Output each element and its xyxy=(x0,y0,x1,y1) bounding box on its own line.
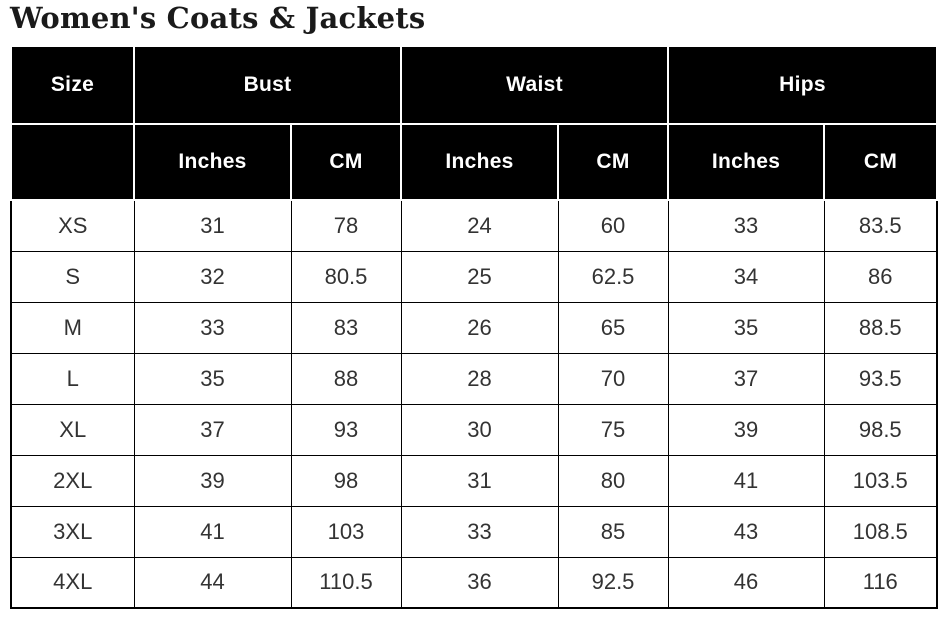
cell-hips-cm: 98.5 xyxy=(823,403,938,456)
subheader-waist-inches: Inches xyxy=(400,123,559,201)
cell-waist-inches: 24 xyxy=(400,199,559,252)
table-row: 2XL 39 98 31 80 41 103.5 xyxy=(10,454,938,507)
cell-waist-cm: 75 xyxy=(557,403,669,456)
header-group-hips: Hips xyxy=(667,45,939,125)
cell-waist-inches: 30 xyxy=(400,403,559,456)
cell-waist-cm: 92.5 xyxy=(557,556,669,609)
cell-bust-inches: 31 xyxy=(133,199,292,252)
cell-bust-cm: 110.5 xyxy=(290,556,402,609)
cell-bust-cm: 88 xyxy=(290,352,402,405)
size-chart-table: Size Bust Waist Hips Inches CM Inches CM… xyxy=(10,45,939,609)
cell-bust-inches: 32 xyxy=(133,250,292,303)
cell-bust-inches: 33 xyxy=(133,301,292,354)
cell-waist-inches: 28 xyxy=(400,352,559,405)
cell-size: S xyxy=(10,250,135,303)
header-units-row: Inches CM Inches CM Inches CM xyxy=(10,123,939,201)
table-row: 4XL 44 110.5 36 92.5 46 116 xyxy=(10,556,938,609)
table-row: S 32 80.5 25 62.5 34 86 xyxy=(10,250,938,303)
subheader-hips-cm: CM xyxy=(823,123,939,201)
cell-bust-cm: 103 xyxy=(290,505,402,558)
cell-hips-cm: 83.5 xyxy=(823,199,938,252)
table-row: M 33 83 26 65 35 88.5 xyxy=(10,301,938,354)
header-col-size: Size xyxy=(10,45,135,125)
cell-bust-inches: 41 xyxy=(133,505,292,558)
cell-bust-cm: 78 xyxy=(290,199,402,252)
cell-waist-cm: 70 xyxy=(557,352,669,405)
subheader-hips-inches: Inches xyxy=(667,123,826,201)
cell-hips-cm: 93.5 xyxy=(823,352,938,405)
cell-hips-cm: 86 xyxy=(823,250,938,303)
cell-hips-inches: 34 xyxy=(667,250,825,303)
cell-size: XS xyxy=(10,199,135,252)
cell-hips-inches: 39 xyxy=(667,403,825,456)
cell-hips-cm: 88.5 xyxy=(823,301,938,354)
cell-waist-inches: 26 xyxy=(400,301,559,354)
cell-bust-cm: 83 xyxy=(290,301,402,354)
cell-waist-cm: 80 xyxy=(557,454,669,507)
header-group-waist: Waist xyxy=(399,45,670,125)
cell-waist-cm: 65 xyxy=(557,301,669,354)
table-row: XL 37 93 30 75 39 98.5 xyxy=(10,403,938,456)
cell-bust-cm: 80.5 xyxy=(290,250,402,303)
subheader-bust-inches: Inches xyxy=(133,123,292,201)
cell-waist-inches: 33 xyxy=(400,505,559,558)
cell-size: XL xyxy=(10,403,135,456)
cell-waist-inches: 25 xyxy=(400,250,559,303)
cell-size: 3XL xyxy=(10,505,135,558)
cell-size: L xyxy=(10,352,135,405)
cell-bust-cm: 93 xyxy=(290,403,402,456)
cell-bust-inches: 37 xyxy=(133,403,292,456)
cell-hips-inches: 46 xyxy=(667,556,825,609)
cell-hips-inches: 33 xyxy=(667,199,825,252)
cell-waist-cm: 60 xyxy=(557,199,669,252)
cell-size: M xyxy=(10,301,135,354)
cell-size: 2XL xyxy=(10,454,135,507)
subheader-waist-cm: CM xyxy=(556,123,670,201)
cell-hips-inches: 43 xyxy=(667,505,825,558)
cell-waist-cm: 62.5 xyxy=(557,250,669,303)
cell-hips-inches: 35 xyxy=(667,301,825,354)
size-chart-page: Women's Coats & Jackets Size Bust Waist … xyxy=(10,1,939,609)
header-size-spacer xyxy=(10,123,135,201)
cell-hips-inches: 37 xyxy=(667,352,825,405)
table-row: L 35 88 28 70 37 93.5 xyxy=(10,352,938,405)
cell-hips-cm: 108.5 xyxy=(823,505,938,558)
cell-bust-inches: 44 xyxy=(133,556,292,609)
page-title: Women's Coats & Jackets xyxy=(10,1,426,35)
cell-waist-inches: 36 xyxy=(400,556,559,609)
subheader-bust-cm: CM xyxy=(290,123,402,201)
cell-waist-cm: 85 xyxy=(557,505,669,558)
cell-hips-inches: 41 xyxy=(667,454,825,507)
cell-waist-inches: 31 xyxy=(400,454,559,507)
table-row: XS 31 78 24 60 33 83.5 xyxy=(10,199,938,252)
cell-hips-cm: 116 xyxy=(823,556,938,609)
cell-hips-cm: 103.5 xyxy=(823,454,938,507)
header-group-row: Size Bust Waist Hips xyxy=(10,45,939,125)
table-body: XS 31 78 24 60 33 83.5 S 32 80.5 25 62.5… xyxy=(10,199,938,609)
cell-bust-cm: 98 xyxy=(290,454,402,507)
header-group-bust: Bust xyxy=(133,45,402,125)
cell-bust-inches: 35 xyxy=(133,352,292,405)
cell-bust-inches: 39 xyxy=(133,454,292,507)
table-header: Size Bust Waist Hips Inches CM Inches CM… xyxy=(10,45,939,201)
table-row: 3XL 41 103 33 85 43 108.5 xyxy=(10,505,938,558)
cell-size: 4XL xyxy=(10,556,135,609)
